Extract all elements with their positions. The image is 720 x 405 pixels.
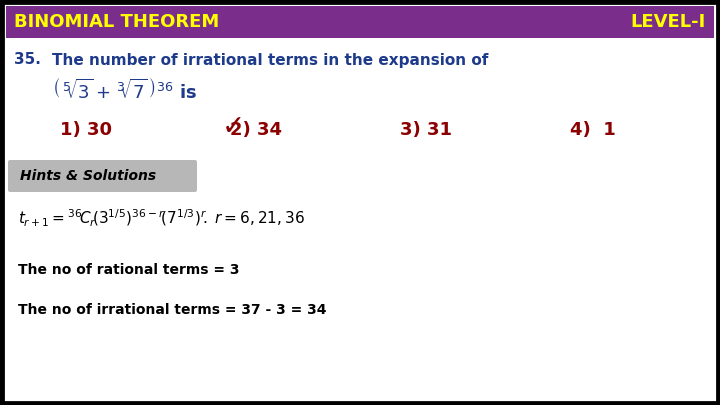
Text: The no of rational terms = 3: The no of rational terms = 3: [18, 263, 240, 277]
Text: 1) 30: 1) 30: [60, 121, 112, 139]
Text: ✓: ✓: [222, 113, 246, 141]
FancyBboxPatch shape: [3, 3, 717, 402]
Text: 4)  1: 4) 1: [570, 121, 616, 139]
FancyBboxPatch shape: [8, 160, 197, 192]
Text: 2) 34: 2) 34: [230, 121, 282, 139]
Text: $t_{r+1} = {^{36}\!C_r}\!\left(3^{1/5}\right)^{36-r}\!\left(7^{1/3}\right)^r\!.\: $t_{r+1} = {^{36}\!C_r}\!\left(3^{1/5}\r…: [18, 207, 305, 228]
Text: Hints & Solutions: Hints & Solutions: [20, 169, 156, 183]
Text: 35.: 35.: [14, 53, 41, 68]
Text: LEVEL-I: LEVEL-I: [631, 13, 706, 31]
Text: The number of irrational terms in the expansion of: The number of irrational terms in the ex…: [52, 53, 488, 68]
Text: The no of irrational terms = 37 - 3 = 34: The no of irrational terms = 37 - 3 = 34: [18, 303, 326, 317]
Text: $\left(\,^5\!\!\sqrt{3} + \,^3\!\!\sqrt{7}\,\right)^{36}$ is: $\left(\,^5\!\!\sqrt{3} + \,^3\!\!\sqrt{…: [52, 77, 197, 102]
FancyBboxPatch shape: [6, 6, 714, 38]
Text: BINOMIAL THEOREM: BINOMIAL THEOREM: [14, 13, 220, 31]
Text: 3) 31: 3) 31: [400, 121, 452, 139]
